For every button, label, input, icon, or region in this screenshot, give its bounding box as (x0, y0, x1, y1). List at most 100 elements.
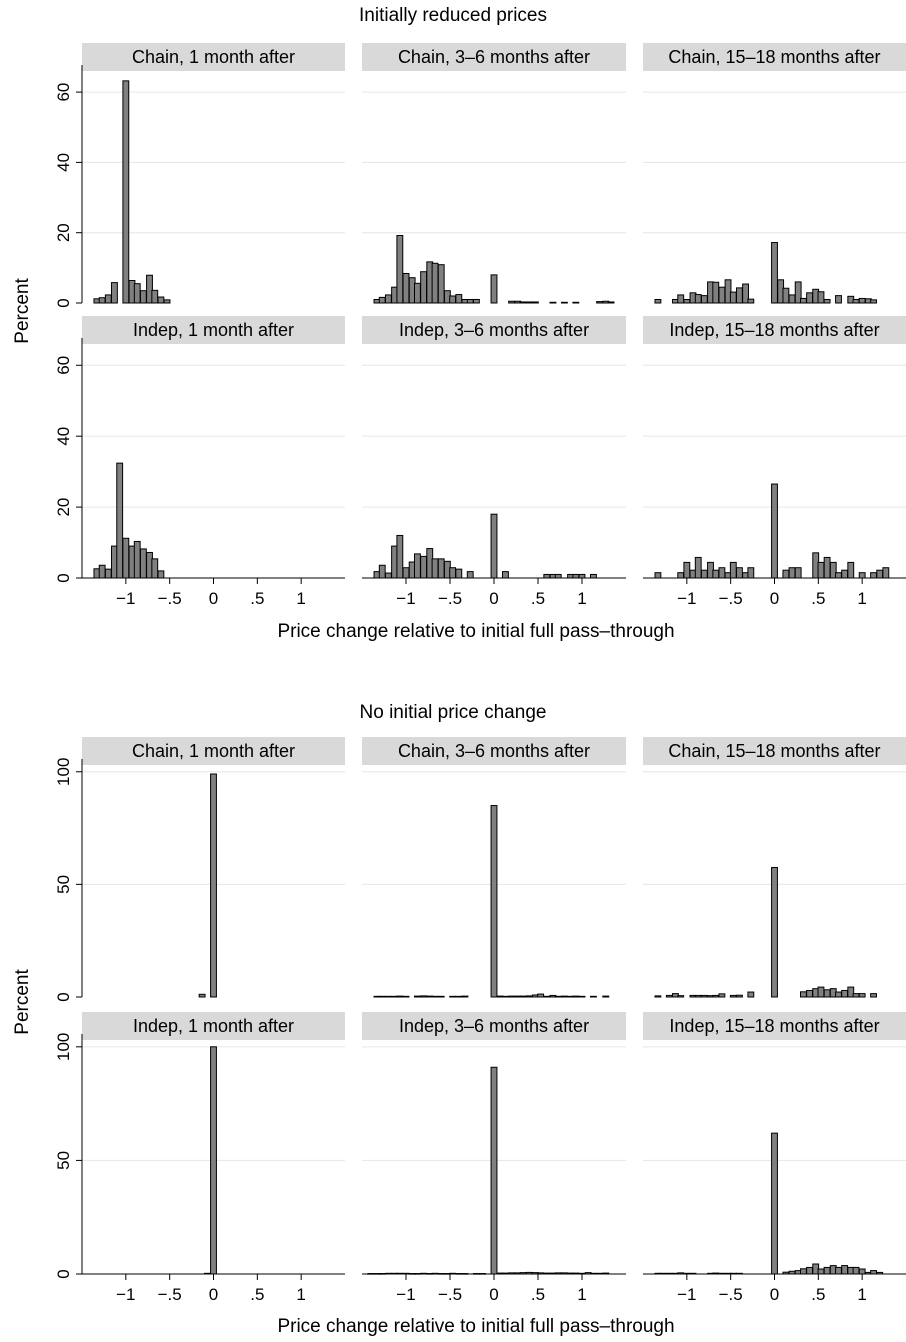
histogram-bar (531, 301, 539, 304)
y-tick-label: 100 (54, 1033, 73, 1061)
histogram-bar (455, 995, 463, 998)
histogram-bar (771, 242, 778, 304)
y-tick-label: 60 (54, 356, 73, 375)
histogram-bar (823, 989, 831, 998)
histogram-bar (402, 567, 410, 579)
panel: Indep, 15–18 months after −1 −.5 0 .5 1 (643, 316, 906, 608)
x-tick-label: −.5 (438, 1285, 462, 1304)
histogram-bar (712, 569, 720, 579)
histogram-bar (139, 290, 147, 304)
panel-strip (362, 316, 626, 344)
x-tick-label: −1 (677, 589, 696, 608)
histogram-bar (210, 773, 217, 998)
x-tick-label: −.5 (719, 589, 743, 608)
histogram-bar (806, 292, 813, 304)
panel-label: Chain, 15–18 months after (668, 47, 880, 67)
x-tick-label: −1 (396, 1285, 415, 1304)
histogram-bar (718, 993, 726, 998)
histogram-bar (841, 569, 849, 579)
histogram-bar (794, 281, 802, 304)
histogram-bar (835, 295, 842, 304)
histogram-bar (882, 567, 890, 579)
chart-title: No initial price change (360, 702, 547, 723)
histogram-bar (654, 298, 662, 304)
histogram-bar (133, 540, 141, 579)
x-tick-label: −.5 (158, 589, 182, 608)
histogram-bar (378, 995, 386, 998)
histogram-bar (870, 572, 877, 579)
histogram-bar (607, 301, 615, 304)
x-tick-label: 0 (209, 589, 218, 608)
histogram-bar (700, 295, 708, 304)
histogram-bar (414, 553, 421, 579)
histogram-bar (578, 995, 586, 998)
histogram-bar (384, 294, 392, 304)
histogram-bar (378, 296, 386, 304)
histogram-bar (414, 995, 421, 998)
panel-strip (643, 737, 906, 765)
histogram-bar (700, 569, 708, 579)
histogram-bar (700, 994, 708, 998)
histogram-bar (549, 301, 557, 304)
histogram-bar (852, 298, 860, 304)
panel: Chain, 3–6 months after (362, 737, 626, 998)
panel-label: Indep, 3–6 months after (399, 1016, 589, 1036)
histogram-bar (729, 561, 737, 579)
histogram-bar (747, 991, 755, 998)
histogram-bar (782, 287, 790, 304)
histogram-bar (771, 483, 778, 579)
panel-strip (82, 316, 345, 344)
histogram-bar (771, 1132, 778, 1275)
histogram-bar (817, 561, 825, 579)
x-tick-label: 0 (209, 1285, 218, 1304)
histogram-bar (525, 301, 533, 304)
x-tick-label: −.5 (158, 1285, 182, 1304)
histogram-bar (870, 1270, 877, 1275)
histogram-bar (466, 571, 474, 579)
histogram-bar (116, 462, 124, 579)
histogram-bar (870, 993, 877, 998)
histogram-bar (402, 272, 410, 304)
histogram-bar (823, 1266, 831, 1275)
histogram-bar (139, 548, 147, 579)
y-axis-label: Percent (12, 278, 33, 344)
histogram-bar (817, 291, 825, 304)
histogram-bar (835, 991, 842, 998)
histogram-bar (665, 994, 673, 998)
histogram-bar (198, 993, 206, 998)
panel-strip (643, 1012, 906, 1040)
histogram-bar (771, 866, 778, 998)
histogram-bar (146, 274, 153, 304)
histogram-bar (431, 558, 439, 579)
histogram-bar (835, 572, 842, 579)
histogram-bar (537, 993, 545, 998)
histogram-bar (858, 572, 866, 579)
histogram-bar (396, 995, 404, 998)
y-tick-label: 0 (54, 1269, 73, 1278)
x-tick-label: −.5 (719, 1285, 743, 1304)
histogram-bar (560, 995, 568, 998)
histogram-bar (420, 555, 428, 579)
histogram-bar (466, 298, 474, 304)
histogram-bar (163, 299, 171, 304)
histogram-bar (852, 1266, 860, 1275)
histogram-bar (437, 264, 445, 304)
panel-strip (643, 43, 906, 71)
histogram-bar (847, 561, 855, 579)
x-tick-label: .5 (250, 589, 264, 608)
histogram-bar (519, 301, 527, 304)
histogram-bar (396, 235, 404, 304)
histogram-bar (420, 995, 428, 998)
x-tick-label: 0 (770, 589, 779, 608)
histogram-bar (835, 1266, 842, 1275)
panel-strip (82, 1012, 345, 1040)
y-tick-label: 0 (54, 992, 73, 1001)
x-tick-label: −1 (396, 589, 415, 608)
histogram-bar (502, 571, 509, 579)
x-tick-label: .5 (250, 1285, 264, 1304)
histogram-bar (806, 1266, 813, 1275)
histogram-bar (852, 993, 860, 998)
panel: Chain, 15–18 months after (643, 737, 906, 998)
histogram-bar (817, 1268, 825, 1275)
